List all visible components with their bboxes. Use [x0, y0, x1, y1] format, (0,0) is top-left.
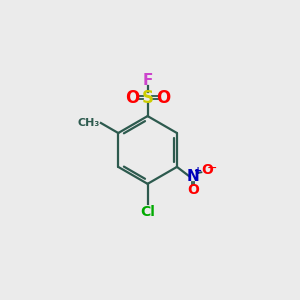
- Text: N: N: [187, 169, 199, 184]
- Text: CH₃: CH₃: [77, 118, 99, 128]
- Text: Cl: Cl: [140, 206, 155, 219]
- Text: −: −: [207, 162, 217, 175]
- Text: O: O: [156, 88, 170, 106]
- Text: S: S: [142, 88, 154, 106]
- Text: +: +: [194, 166, 202, 176]
- Text: O: O: [187, 183, 199, 197]
- Text: O: O: [125, 88, 139, 106]
- Text: O: O: [201, 163, 213, 177]
- Text: F: F: [142, 73, 153, 88]
